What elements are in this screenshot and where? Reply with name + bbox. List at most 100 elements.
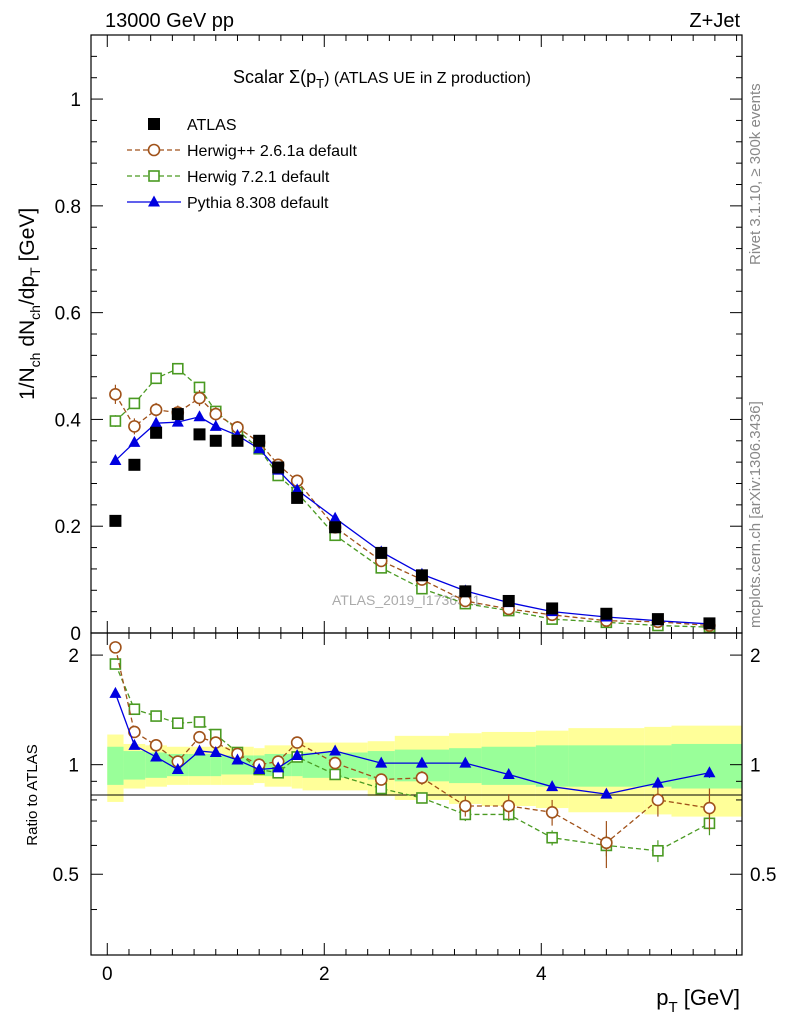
legend-marker-herwigpp [147, 143, 161, 157]
main-data [109, 362, 716, 633]
xlabel: pT [GeV] [656, 985, 740, 1016]
ratio-point-pythia [459, 756, 472, 768]
main-point-pythia [128, 435, 141, 447]
ratio-point-herwigpp [149, 739, 163, 752]
main-point-atlas [193, 428, 206, 441]
band-green-bin [535, 745, 569, 787]
ylabel-a-sub: ch [27, 353, 43, 368]
main-point-atlas [459, 585, 472, 598]
ratio-point-pythia [150, 750, 163, 762]
main-point-pythia [150, 416, 163, 428]
ratio-ytick-label-right: 2 [750, 646, 761, 667]
main-point-herwigpp [209, 407, 223, 421]
main-point-atlas [109, 514, 122, 527]
main-point-pythia [291, 483, 304, 495]
ratio-point-herwigpp [459, 799, 472, 813]
main-point-atlas [703, 617, 716, 630]
ratio-point-herwigpp [651, 793, 665, 807]
ratio-point-pythia [128, 738, 141, 750]
main-point-herwigpp [193, 391, 206, 405]
ratio-point-herwig7 [109, 658, 122, 670]
ratio-point-pythia [703, 766, 716, 778]
main-ytick-label: 0.8 [55, 197, 81, 218]
ratio-point-pythia [329, 744, 342, 756]
main-point-pythia [253, 442, 266, 454]
main-point-atlas [128, 458, 141, 471]
main-ytick-label: 0.4 [55, 410, 82, 431]
main-point-atlas [231, 434, 244, 447]
ratio-point-herwigpp [703, 801, 716, 815]
plot-title-pre: Scalar Σ(p [233, 67, 316, 87]
ratio-ytick-label-right: 1 [750, 756, 761, 777]
ratio-point-herwig7 [652, 844, 664, 857]
main-ytick-label: 0.6 [55, 304, 81, 325]
band-green-bin [107, 746, 124, 785]
legend-label-herwigpp: Herwig++ 2.6.1a default [187, 143, 357, 160]
main-line-herwig7 [114, 367, 710, 628]
ylabel-d: [GeV] [16, 208, 39, 268]
main-point-atlas [415, 569, 428, 582]
main-point-atlas [171, 408, 184, 421]
ratio-point-pythia [109, 686, 122, 698]
header-left: 13000 GeV pp [105, 10, 234, 32]
ratio-point-herwigpp [502, 799, 516, 813]
ratio-data [109, 641, 716, 869]
tick-labels: 00.20.40.60.810 2 40.5 0.51 12 2 [53, 90, 777, 985]
main-point-atlas [209, 434, 222, 447]
ratio-point-herwig7 [416, 792, 428, 804]
main-point-atlas [375, 546, 388, 559]
main-point-atlas [253, 434, 266, 447]
ratio-point-herwigpp [290, 736, 304, 749]
legend: ATLAS Herwig++ 2.6.1a default Herwig 7.2.1… [127, 117, 357, 212]
ratio-ytick-label: 2 [68, 646, 79, 667]
xlabel-sub: T [668, 999, 677, 1016]
main-point-herwigpp [149, 403, 163, 417]
legend-label-pythia: Pythia 8.308 default [187, 195, 329, 212]
ratio-point-pythia [291, 748, 304, 760]
ratio-point-pythia [209, 746, 222, 758]
header-right: Z+Jet [689, 10, 740, 32]
ylabel-c: /dp [16, 276, 39, 305]
main-ytick-label: 0.2 [55, 517, 81, 538]
axes [91, 35, 742, 955]
main-ytick-label: 0 [70, 624, 81, 645]
ratio-point-pythia [600, 787, 613, 799]
ylabel-b-sub: ch [27, 305, 43, 320]
main-point-atlas [291, 491, 304, 504]
xtick-label: 4 [536, 964, 547, 985]
main-point-pythia [329, 511, 342, 523]
xlabel-main: p [656, 985, 668, 1010]
plot-title-post: ) (ATLAS UE in Z production) [324, 70, 531, 87]
ratio-point-herwigpp [193, 730, 206, 744]
main-point-atlas [546, 602, 559, 615]
legend-label-atlas: ATLAS [187, 117, 237, 134]
plot-title-sub: T [316, 76, 324, 91]
main-point-pythia [209, 419, 222, 431]
legend-marker-pythia [148, 195, 160, 207]
band-green-bin [671, 743, 742, 789]
ratio-point-pythia [375, 756, 388, 768]
ratio-point-pythia [546, 780, 559, 792]
band-green-bin [568, 745, 645, 787]
band-green-bin [210, 753, 222, 777]
main-point-herwig7 [172, 362, 184, 375]
legend-marker-herwig7 [148, 170, 160, 182]
ratio-point-herwigpp [328, 756, 342, 770]
ratio-ytick-label: 1 [68, 756, 79, 777]
ratio-point-herwigpp [415, 771, 429, 785]
band-green-bin [291, 753, 303, 777]
ratio-point-pythia [253, 762, 266, 774]
main-point-herwig7 [128, 397, 141, 410]
ratio-point-herwigpp [109, 641, 122, 654]
ratio-point-herwigpp [374, 773, 388, 786]
ratio-ylabel: Ratio to ATLAS [24, 744, 41, 845]
ratio-ytick-label-right: 0.5 [750, 865, 776, 886]
main-point-atlas [329, 521, 342, 534]
band-green-bin [188, 753, 211, 777]
analysis-watermark: ATLAS_2019_I1736531 [332, 592, 481, 608]
main-point-pythia [109, 454, 122, 466]
legend-label-herwig7: Herwig 7.2.1 default [187, 169, 330, 186]
plot-title: Scalar Σ(pT) (ATLAS UE in Z production) [233, 67, 531, 91]
ratio-point-herwigpp [600, 836, 613, 850]
